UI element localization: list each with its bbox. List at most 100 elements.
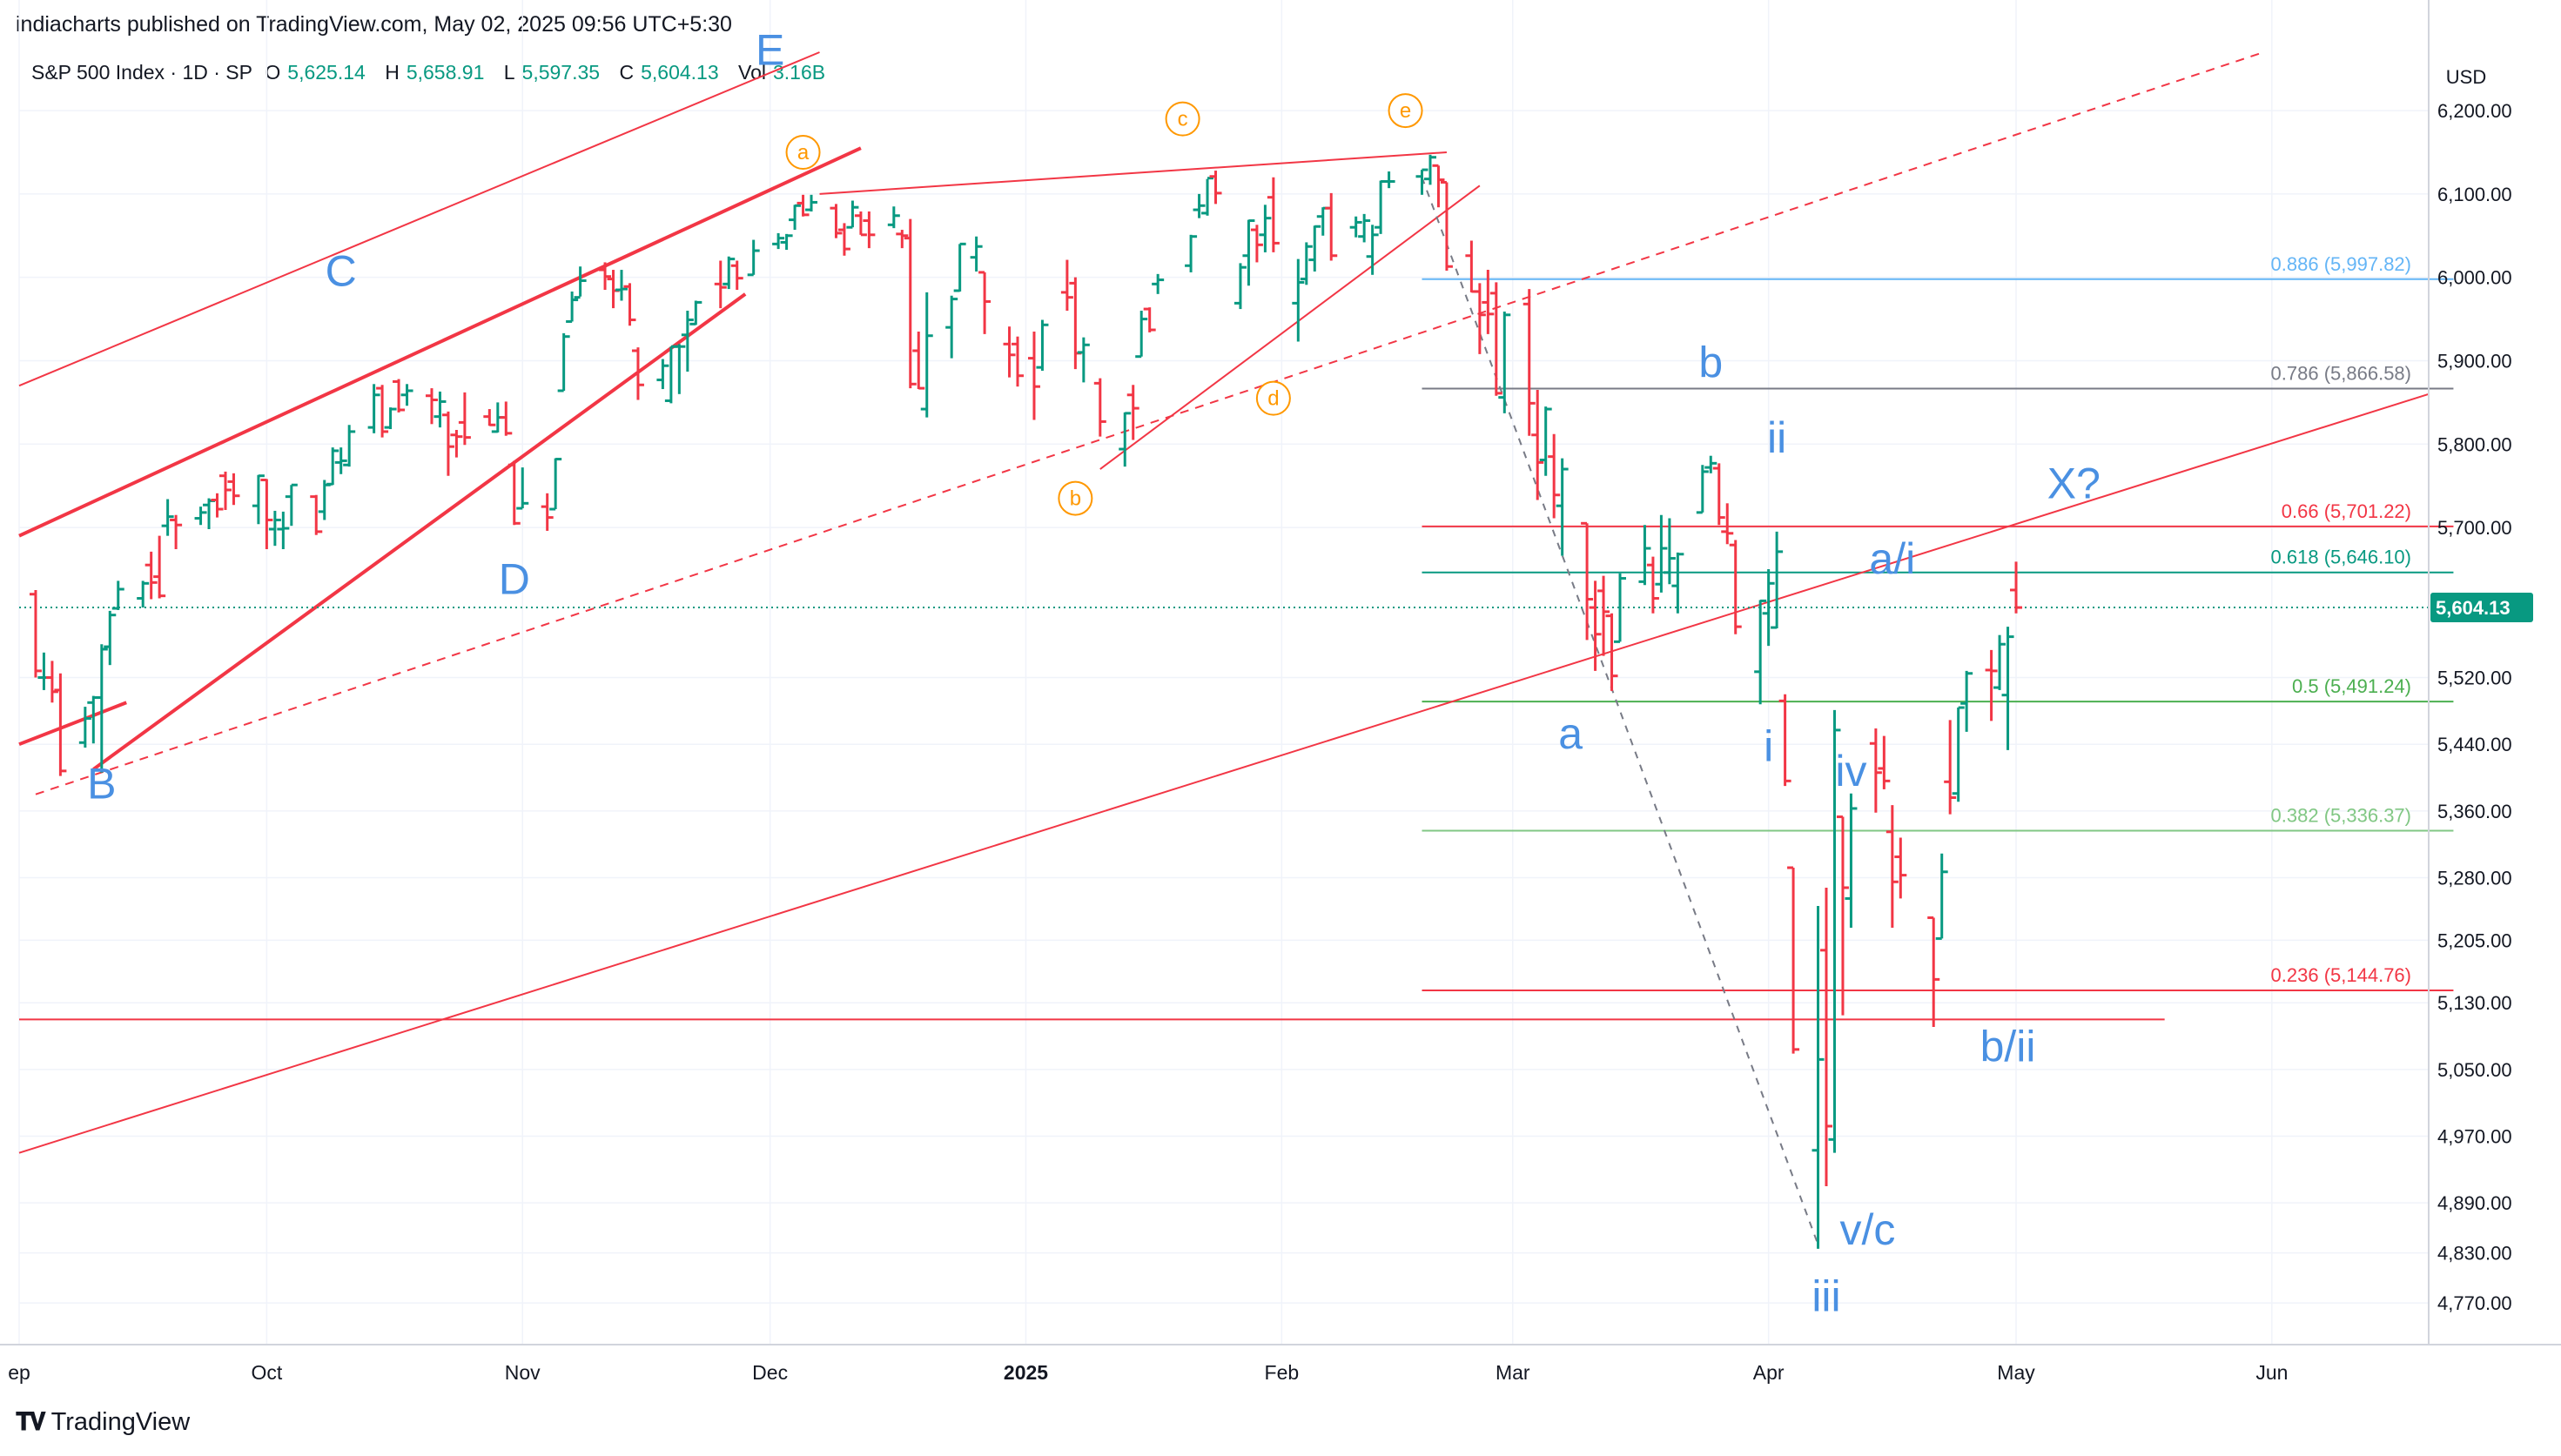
ohlc-bar: [500, 401, 513, 436]
price-tick-label: 5,050.00: [2437, 1059, 2512, 1081]
ohlc-bar: [45, 661, 58, 703]
wave-label: X?: [2047, 460, 2101, 508]
ohlc-bar: [920, 292, 933, 418]
ohlc-bar: [623, 283, 636, 326]
price-tick-label: 4,970.00: [2437, 1125, 2512, 1147]
trendline: [92, 292, 747, 771]
ohlc-bar: [78, 707, 91, 748]
ohlc-bar: [252, 474, 265, 525]
ohlc-bar: [194, 507, 207, 526]
fib-level-label: 0.382 (5,336.37): [2271, 804, 2411, 826]
ohlc-bar: [1696, 465, 1709, 514]
ohlc-bar: [1556, 458, 1569, 556]
wave-label: b/ii: [1980, 1022, 2036, 1070]
ohlc-bar: [673, 344, 686, 394]
ohlc-bar: [1233, 263, 1247, 310]
ohlc-bar: [516, 467, 529, 510]
ohlc-bar: [1465, 240, 1478, 293]
sub-wave-label: b: [1070, 487, 1081, 511]
ohlc-bar: [170, 514, 183, 550]
ohlc-bar: [384, 407, 397, 430]
sub-wave-circle: [1255, 380, 1291, 416]
time-tick-label: Dec: [752, 1361, 788, 1384]
price-tick-label: 4,890.00: [2437, 1192, 2512, 1214]
time-tick-label: ep: [8, 1361, 30, 1384]
ohlc-bar: [1836, 815, 1849, 1016]
ohlc-bar: [1993, 634, 2006, 690]
ohlc-bar: [1704, 455, 1717, 473]
ohlc-bar: [1316, 206, 1329, 236]
ohlc-bar: [830, 204, 843, 238]
ohlc-bar: [1787, 866, 1800, 1054]
ohlc-bar: [730, 260, 743, 291]
ohlc-bar: [1060, 259, 1073, 311]
ohlc-bar: [343, 425, 356, 467]
ohlc-bar: [1036, 319, 1049, 371]
high-value: H 5,658.91: [385, 61, 485, 84]
ohlc-bar: [137, 580, 150, 608]
wave-label: iii: [1812, 1272, 1840, 1321]
ohlc-bar: [1754, 599, 1767, 705]
fib-level-label: 0.618 (5,646.10): [2271, 547, 2411, 568]
ohlc-bar: [1415, 168, 1428, 195]
price-tick-label: 6,200.00: [2437, 100, 2512, 122]
ohlc-bar: [1308, 225, 1321, 272]
ohlc-bar: [1812, 906, 1825, 1249]
ohlc-bar: [1185, 234, 1198, 272]
ohlc-bars: [29, 154, 2023, 1249]
ohlc-bar: [1712, 463, 1725, 526]
ohlc-bar: [1119, 412, 1132, 467]
ohlc-bar: [631, 347, 644, 400]
ohlc-bar: [458, 392, 471, 446]
ohlc-bar: [1539, 406, 1552, 476]
ohlc-bar: [425, 388, 438, 425]
ohlc-bar: [1300, 242, 1313, 285]
fib-levels: 0.886 (5,997.82) 0.786 (5,866.58) 0.66 (5,…: [1422, 253, 2454, 992]
wave-label: E: [756, 25, 784, 74]
ohlc-bar: [227, 473, 240, 506]
ohlc-bar: [1828, 709, 1841, 1153]
price-tick-label: 5,205.00: [2437, 929, 2512, 951]
symbol-name[interactable]: S&P 500 Index · 1D · SP: [31, 61, 252, 84]
ohlc-bar: [367, 384, 380, 433]
ohlc-bar: [211, 493, 224, 518]
ohlc-bar: [1259, 205, 1272, 252]
price-tick-label: 5,280.00: [2437, 867, 2512, 889]
ohlc-bar: [1126, 385, 1139, 440]
ohlc-bar: [1077, 337, 1090, 383]
time-tick-label: Apr: [1753, 1361, 1785, 1384]
ohlc-bar: [1548, 433, 1561, 519]
ohlc-bar: [1663, 518, 1676, 585]
ohlc-bar: [1778, 694, 1791, 787]
fib-level-label: 0.236 (5,144.76): [2271, 964, 2411, 986]
ohlc-bar: [541, 493, 554, 531]
ohlc-bar: [549, 458, 562, 511]
ohlc-bar: [714, 260, 727, 309]
ohlc-bar: [1382, 171, 1395, 189]
ohlc-bar: [1762, 569, 1775, 647]
wave-label: b: [1698, 339, 1723, 387]
symbol-legend: S&P 500 Index · 1D · SP O 5,625.14 H 5,658…: [31, 61, 839, 84]
ohlc-bar: [104, 610, 117, 666]
ohlc-bar: [1489, 282, 1502, 396]
ohlc-bar: [837, 223, 850, 256]
footer-brand[interactable]: 𝐓𝐕 TradingView: [16, 1408, 190, 1437]
ohlc-bar: [1869, 728, 1882, 813]
ohlc-bar: [393, 379, 406, 413]
sub-wave-circle: [1388, 93, 1423, 129]
ohlc-bar: [218, 471, 232, 510]
ohlc-bar: [376, 385, 389, 438]
ohlc-bar: [970, 236, 983, 272]
ohlc-bar: [574, 266, 587, 299]
ohlc-bar: [1152, 273, 1165, 294]
ohlc-bar: [29, 589, 42, 678]
sub-wave-circle: [1058, 480, 1093, 516]
ohlc-bar: [1473, 283, 1486, 354]
ohlc-bar: [483, 409, 496, 426]
ohlc-bar: [1638, 525, 1651, 586]
ohlc-bar: [1325, 192, 1338, 261]
ohlc-bar: [1193, 193, 1206, 218]
wave-label: a/i: [1869, 534, 1915, 583]
ohlc-bar: [1135, 311, 1148, 359]
